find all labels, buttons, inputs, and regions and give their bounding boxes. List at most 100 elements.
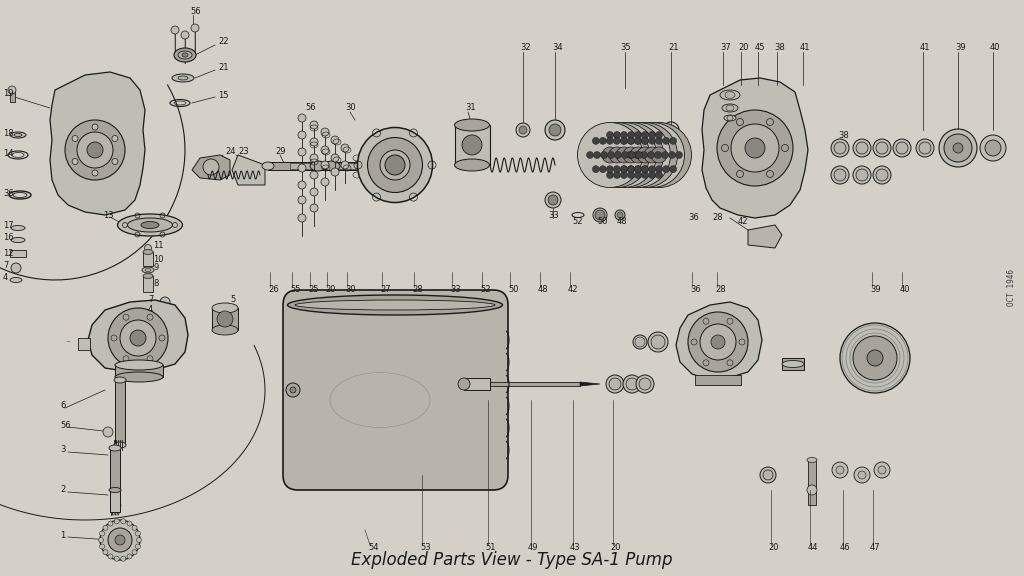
Circle shape: [944, 142, 956, 154]
Circle shape: [609, 378, 621, 390]
Bar: [212, 308, 238, 330]
Ellipse shape: [368, 138, 423, 192]
Circle shape: [648, 131, 655, 138]
Circle shape: [985, 140, 1001, 156]
Text: Exploded Parts View - Type SA-1 Pump: Exploded Parts View - Type SA-1 Pump: [351, 551, 673, 569]
Text: 47: 47: [870, 544, 881, 552]
Ellipse shape: [620, 123, 684, 188]
Circle shape: [602, 147, 618, 163]
Ellipse shape: [14, 134, 22, 137]
Circle shape: [341, 161, 349, 169]
Ellipse shape: [114, 442, 126, 448]
Text: 36: 36: [688, 214, 698, 222]
Ellipse shape: [178, 51, 193, 59]
Circle shape: [621, 166, 628, 173]
Circle shape: [606, 166, 613, 173]
Text: 13: 13: [103, 210, 114, 219]
Text: 16: 16: [3, 233, 13, 242]
Ellipse shape: [727, 116, 733, 120]
Circle shape: [635, 172, 641, 179]
Circle shape: [637, 147, 653, 163]
Ellipse shape: [636, 375, 654, 393]
Text: 39: 39: [955, 44, 966, 52]
Circle shape: [648, 172, 655, 179]
Circle shape: [592, 166, 599, 173]
Polygon shape: [702, 78, 808, 218]
Circle shape: [867, 350, 883, 366]
Circle shape: [896, 142, 908, 154]
Ellipse shape: [455, 159, 489, 171]
Circle shape: [321, 128, 329, 136]
Text: 54: 54: [368, 544, 379, 552]
Text: 28: 28: [712, 214, 723, 222]
Ellipse shape: [288, 295, 503, 315]
Ellipse shape: [172, 74, 194, 82]
Text: 28: 28: [412, 286, 423, 294]
Circle shape: [613, 172, 621, 179]
Ellipse shape: [159, 309, 171, 314]
Ellipse shape: [115, 360, 163, 370]
Text: 36: 36: [690, 286, 700, 294]
Circle shape: [655, 131, 663, 138]
Circle shape: [630, 147, 646, 163]
Text: 28: 28: [715, 286, 726, 294]
Ellipse shape: [916, 139, 934, 157]
Circle shape: [840, 323, 910, 393]
Text: 40: 40: [900, 286, 910, 294]
Text: 21: 21: [218, 63, 228, 73]
Bar: [490, 382, 580, 386]
Circle shape: [144, 244, 152, 252]
Circle shape: [600, 151, 607, 158]
Circle shape: [462, 135, 482, 155]
Text: 35: 35: [620, 44, 631, 52]
Ellipse shape: [142, 267, 154, 273]
Text: 48: 48: [538, 286, 549, 294]
Text: 45: 45: [755, 44, 766, 52]
Text: 24: 24: [225, 147, 236, 157]
Text: 25: 25: [308, 286, 318, 294]
Text: 7: 7: [148, 295, 154, 305]
Circle shape: [181, 31, 189, 39]
Ellipse shape: [593, 208, 607, 222]
Circle shape: [856, 142, 868, 154]
Circle shape: [341, 144, 349, 152]
Circle shape: [100, 520, 140, 560]
Circle shape: [621, 172, 628, 179]
Circle shape: [858, 471, 866, 479]
Circle shape: [160, 297, 170, 307]
Ellipse shape: [174, 48, 196, 62]
Circle shape: [130, 330, 146, 346]
Circle shape: [87, 142, 103, 158]
Text: ~: ~: [65, 339, 70, 344]
Circle shape: [614, 151, 622, 158]
Circle shape: [108, 308, 168, 368]
Ellipse shape: [592, 123, 656, 188]
Ellipse shape: [178, 76, 188, 80]
Circle shape: [854, 467, 870, 483]
Text: 41: 41: [800, 44, 811, 52]
Circle shape: [298, 114, 306, 122]
Circle shape: [700, 324, 736, 360]
Circle shape: [92, 124, 98, 130]
Bar: [808, 460, 816, 505]
Ellipse shape: [980, 135, 1006, 161]
Circle shape: [127, 521, 132, 526]
Circle shape: [856, 169, 868, 181]
Circle shape: [135, 544, 140, 549]
Text: 4: 4: [148, 305, 154, 314]
Ellipse shape: [605, 123, 671, 188]
Text: 9: 9: [153, 263, 159, 272]
Circle shape: [642, 166, 648, 173]
Bar: [464, 378, 490, 390]
Text: 33: 33: [548, 210, 559, 219]
Circle shape: [635, 131, 641, 138]
Ellipse shape: [382, 162, 394, 170]
Text: 27: 27: [380, 286, 390, 294]
Ellipse shape: [10, 278, 22, 282]
Circle shape: [587, 151, 594, 158]
Circle shape: [103, 427, 113, 437]
Circle shape: [670, 137, 677, 145]
Circle shape: [876, 169, 888, 181]
Circle shape: [115, 519, 119, 524]
Circle shape: [103, 550, 108, 555]
